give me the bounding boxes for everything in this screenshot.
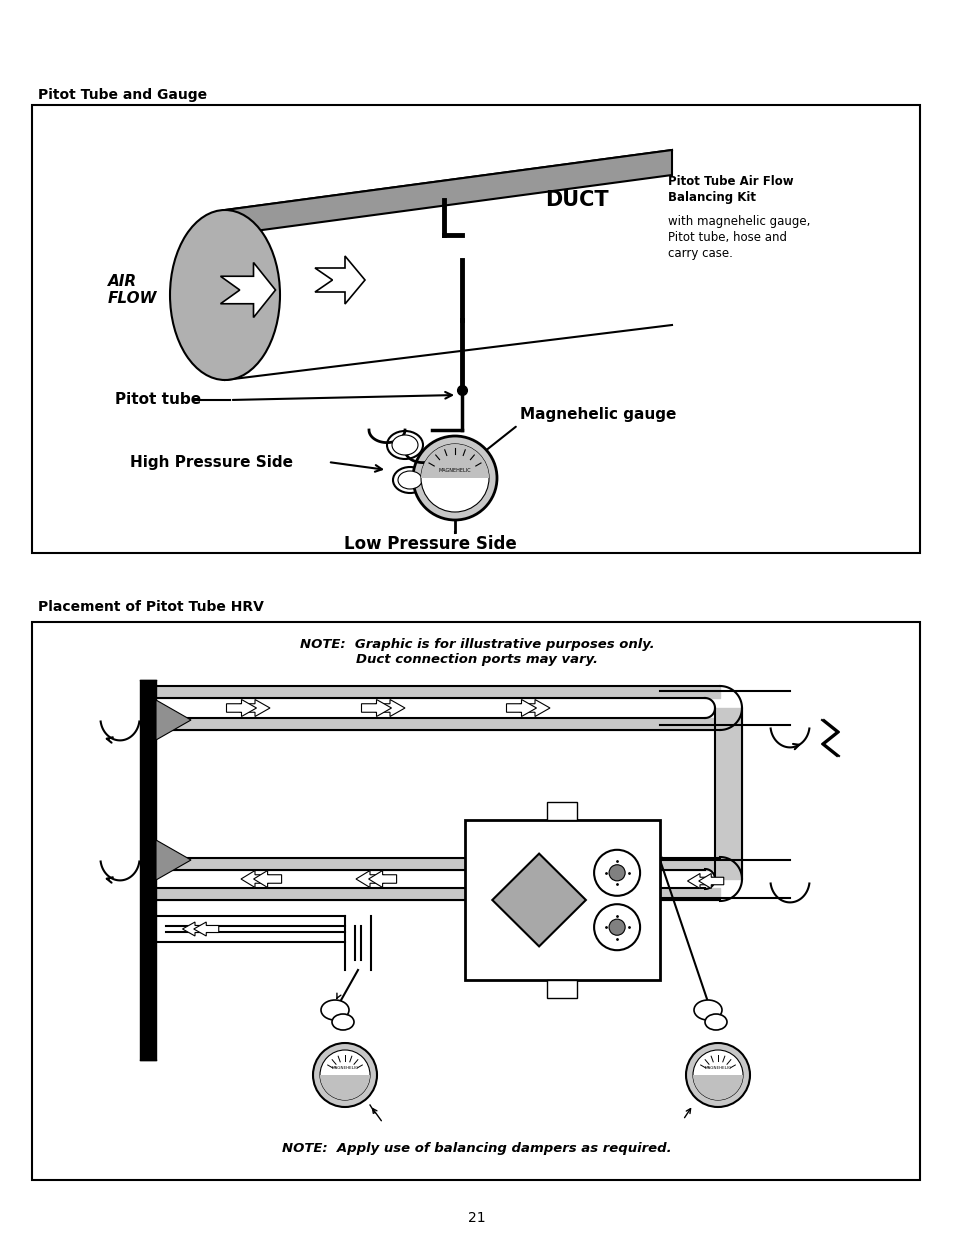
Text: AIR
FLOW: AIR FLOW xyxy=(108,274,157,305)
Text: 21: 21 xyxy=(468,1212,485,1225)
Polygon shape xyxy=(314,256,365,304)
Polygon shape xyxy=(623,873,648,888)
Polygon shape xyxy=(687,873,712,888)
Text: MAGNEHELIC: MAGNEHELIC xyxy=(438,468,471,473)
Text: Low Pressure Side: Low Pressure Side xyxy=(343,535,516,553)
Ellipse shape xyxy=(704,1014,726,1030)
Circle shape xyxy=(313,1044,376,1107)
Ellipse shape xyxy=(332,1014,354,1030)
Text: with magnehelic gauge,
Pitot tube, hose and
carry case.: with magnehelic gauge, Pitot tube, hose … xyxy=(667,215,809,261)
Text: NOTE:  Apply use of balancing dampers as required.: NOTE: Apply use of balancing dampers as … xyxy=(282,1142,671,1155)
Polygon shape xyxy=(193,923,218,936)
Circle shape xyxy=(685,1044,749,1107)
Polygon shape xyxy=(375,699,405,716)
Polygon shape xyxy=(182,923,208,936)
Ellipse shape xyxy=(397,471,421,489)
Ellipse shape xyxy=(693,1000,721,1020)
Circle shape xyxy=(413,436,497,520)
Circle shape xyxy=(608,919,624,935)
Text: Pitot Tube Air Flow
Balancing Kit: Pitot Tube Air Flow Balancing Kit xyxy=(667,175,793,204)
Text: MAGNEHELIC: MAGNEHELIC xyxy=(703,1066,731,1070)
Polygon shape xyxy=(361,699,391,716)
Circle shape xyxy=(594,850,639,895)
Text: DUCT: DUCT xyxy=(544,190,608,210)
Circle shape xyxy=(594,904,639,950)
Text: NOTE:  Graphic is for illustrative purposes only.
Duct connection ports may vary: NOTE: Graphic is for illustrative purpos… xyxy=(299,638,654,666)
Polygon shape xyxy=(240,699,270,716)
Text: Placement of Pitot Tube HRV: Placement of Pitot Tube HRV xyxy=(38,600,264,614)
Text: High Pressure Side: High Pressure Side xyxy=(130,454,293,469)
Bar xyxy=(546,802,577,820)
Polygon shape xyxy=(698,873,723,888)
Polygon shape xyxy=(519,699,550,716)
Polygon shape xyxy=(156,840,191,881)
Polygon shape xyxy=(492,853,585,946)
Circle shape xyxy=(420,445,489,513)
Text: Pitot Tube and Gauge: Pitot Tube and Gauge xyxy=(38,88,207,103)
Polygon shape xyxy=(220,263,275,317)
Ellipse shape xyxy=(320,1000,349,1020)
Wedge shape xyxy=(420,445,489,478)
Text: Magnehelic gauge: Magnehelic gauge xyxy=(519,408,676,422)
Polygon shape xyxy=(368,871,396,888)
Polygon shape xyxy=(241,871,269,888)
Ellipse shape xyxy=(387,431,422,459)
Text: Pitot tube: Pitot tube xyxy=(115,393,201,408)
Polygon shape xyxy=(506,699,536,716)
Polygon shape xyxy=(253,871,281,888)
Bar xyxy=(546,981,577,998)
Bar xyxy=(32,622,919,1179)
Wedge shape xyxy=(319,1074,370,1100)
Polygon shape xyxy=(225,149,671,235)
Circle shape xyxy=(692,1050,742,1100)
Polygon shape xyxy=(156,700,191,740)
Circle shape xyxy=(608,864,624,881)
Bar xyxy=(464,820,659,981)
Ellipse shape xyxy=(170,210,280,380)
Circle shape xyxy=(319,1050,370,1100)
Bar xyxy=(32,105,919,553)
Ellipse shape xyxy=(393,467,427,493)
Polygon shape xyxy=(355,871,384,888)
Polygon shape xyxy=(226,699,256,716)
Ellipse shape xyxy=(392,435,417,454)
Polygon shape xyxy=(612,873,637,888)
Wedge shape xyxy=(692,1074,742,1100)
Text: MAGNEHELIC: MAGNEHELIC xyxy=(331,1066,358,1070)
